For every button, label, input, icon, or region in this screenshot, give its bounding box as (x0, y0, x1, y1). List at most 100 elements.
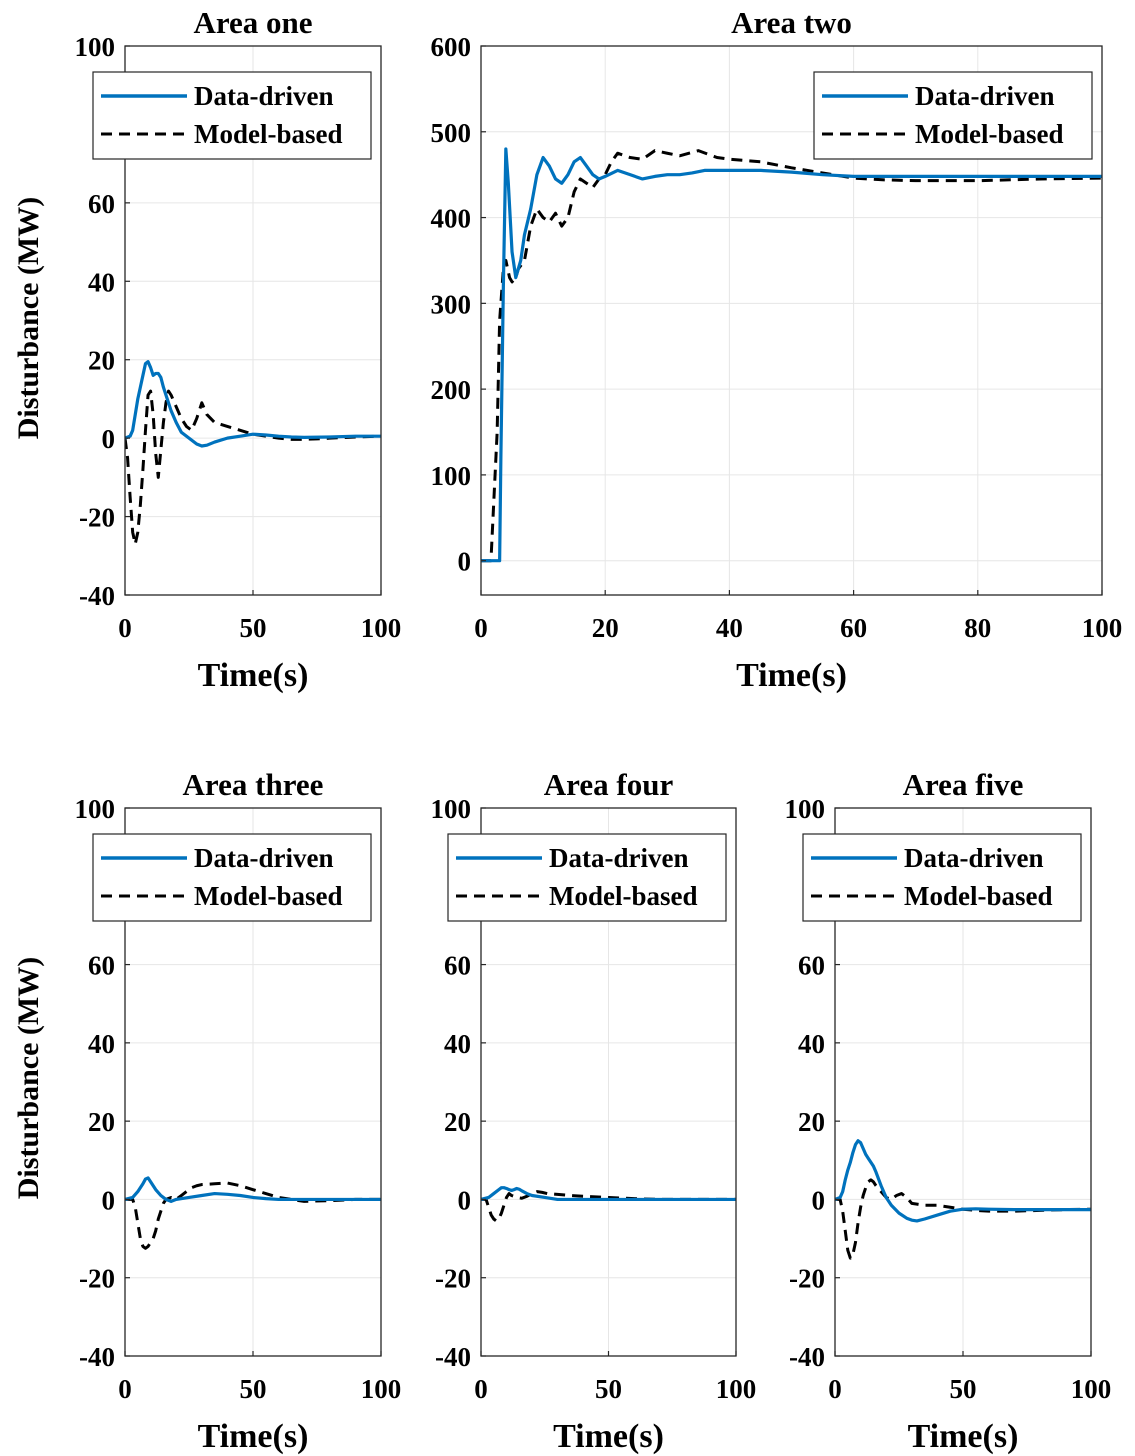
y-tick-label: 0 (102, 424, 116, 454)
y-tick-label: 60 (798, 951, 825, 981)
x-tick-label: 20 (592, 613, 619, 643)
legend-label-model-based: Model-based (194, 881, 343, 911)
x-tick-label: 100 (1082, 613, 1123, 643)
y-tick-label: 40 (444, 1029, 471, 1059)
x-tick-label: 50 (950, 1374, 977, 1404)
x-axis-label: Time(s) (198, 657, 309, 694)
y-tick-label: 0 (812, 1185, 826, 1215)
series-line-data-driven (481, 1186, 736, 1202)
y-axis-label-top: Disturbance (MW) (12, 197, 45, 439)
y-tick-label: 60 (88, 189, 115, 219)
series-line-data-driven (125, 360, 381, 448)
legend-label-data-driven: Data-driven (915, 81, 1054, 111)
y-tick-label: 40 (798, 1029, 825, 1059)
series-line-data-driven (481, 147, 1102, 563)
x-tick-label: 0 (828, 1374, 842, 1404)
x-tick-label: 50 (240, 613, 267, 643)
legend: Data-driven Model-based (447, 833, 727, 922)
legend-label-data-driven: Data-driven (194, 843, 333, 873)
y-tick-label: 0 (458, 1185, 472, 1215)
y-tick-label: 500 (431, 118, 472, 148)
x-tick-label: 50 (240, 1374, 267, 1404)
legend-box (802, 833, 1082, 922)
panel-area-one: 0 50 100 -40 -20 0 20 40 60 100 Area one Time(s) Dat… (75, 5, 402, 694)
x-tick-label: 100 (716, 1374, 757, 1404)
panel-area-five: 0 50 100 -40 -20 0 20 40 60 100 Area five Time(s) Da… (785, 767, 1112, 1455)
series-line-data-driven (835, 1139, 1091, 1223)
legend-label-data-driven: Data-driven (194, 81, 333, 111)
legend: Data-driven Model-based (802, 833, 1082, 922)
y-tick-label: 20 (798, 1107, 825, 1137)
chart-title: Area three (183, 767, 324, 802)
x-tick-label: 100 (361, 1374, 402, 1404)
x-tick-label: 0 (474, 613, 488, 643)
y-tick-label: 60 (88, 951, 115, 981)
y-tick-label: 20 (444, 1107, 471, 1137)
panel-area-two: 0 20 40 60 80 100 0 100 200 300 400 500 600 Area two T… (431, 5, 1123, 694)
y-tick-label: 100 (75, 32, 116, 62)
series-line-model-based (125, 389, 381, 546)
y-axis-label-bottom: Disturbance (MW) (12, 957, 45, 1199)
y-tick-label: -40 (789, 1342, 825, 1372)
y-tick-label: 600 (431, 32, 472, 62)
y-tick-label: -20 (435, 1264, 471, 1294)
x-tick-label: 40 (716, 613, 743, 643)
y-tick-label: 0 (102, 1185, 116, 1215)
y-tick-label: 300 (431, 289, 472, 319)
x-tick-label: 0 (474, 1374, 488, 1404)
y-tick-label: -20 (79, 503, 115, 533)
y-tick-label: 40 (88, 1029, 115, 1059)
legend-label-model-based: Model-based (915, 119, 1064, 149)
series-line-model-based (481, 149, 1102, 563)
chart-title: Area one (193, 5, 312, 40)
legend-label-model-based: Model-based (549, 881, 698, 911)
y-tick-label: 20 (88, 346, 115, 376)
x-tick-label: 50 (595, 1374, 622, 1404)
legend-box (813, 71, 1093, 160)
x-tick-label: 0 (118, 613, 132, 643)
legend-box (92, 833, 372, 922)
panel-area-four: 0 50 100 -40 -20 0 20 40 60 100 Area four Time(s) Da… (431, 767, 757, 1455)
y-tick-label: 100 (75, 794, 116, 824)
legend-label-data-driven: Data-driven (549, 843, 688, 873)
x-tick-label: 60 (840, 613, 867, 643)
chart-title: Area four (544, 767, 674, 802)
y-tick-label: 200 (431, 375, 472, 405)
legend: Data-driven Model-based (813, 71, 1093, 160)
y-tick-label: 100 (431, 461, 472, 491)
y-tick-label: -40 (435, 1342, 471, 1372)
x-tick-label: 100 (361, 613, 402, 643)
legend-box (447, 833, 727, 922)
chart-title: Area two (731, 5, 852, 40)
chart-panels: 0 50 100 -40 -20 0 20 40 60 100 Area one Time(s) Dat… (75, 5, 1123, 1455)
x-axis-label: Time(s) (736, 657, 847, 694)
legend-box (92, 71, 372, 160)
x-axis-label: Time(s) (553, 1418, 664, 1455)
x-tick-label: 100 (1071, 1374, 1112, 1404)
y-tick-label: -40 (79, 1342, 115, 1372)
y-tick-label: 400 (431, 204, 472, 234)
series-line-model-based (481, 1190, 736, 1223)
y-tick-label: 60 (444, 951, 471, 981)
series-line-model-based (125, 1181, 381, 1250)
legend-label-data-driven: Data-driven (904, 843, 1043, 873)
legend: Data-driven Model-based (92, 833, 372, 922)
y-tick-label: 100 (785, 794, 826, 824)
chart-title: Area five (903, 767, 1024, 802)
y-tick-label: -20 (789, 1264, 825, 1294)
y-tick-label: 20 (88, 1107, 115, 1137)
axes-box (480, 45, 1103, 596)
series-line-data-driven (125, 1176, 381, 1203)
panel-area-three: 0 50 100 -40 -20 0 20 40 60 100 Area three Time(s) D… (75, 767, 402, 1455)
x-tick-label: 0 (118, 1374, 132, 1404)
y-tick-label: 0 (458, 547, 472, 577)
y-tick-label: 100 (431, 794, 472, 824)
x-axis-label: Time(s) (198, 1418, 309, 1455)
x-tick-label: 80 (964, 613, 991, 643)
legend-label-model-based: Model-based (904, 881, 1053, 911)
legend-label-model-based: Model-based (194, 119, 343, 149)
x-axis-label: Time(s) (908, 1418, 1019, 1455)
y-tick-label: 40 (88, 267, 115, 297)
y-tick-label: -20 (79, 1264, 115, 1294)
